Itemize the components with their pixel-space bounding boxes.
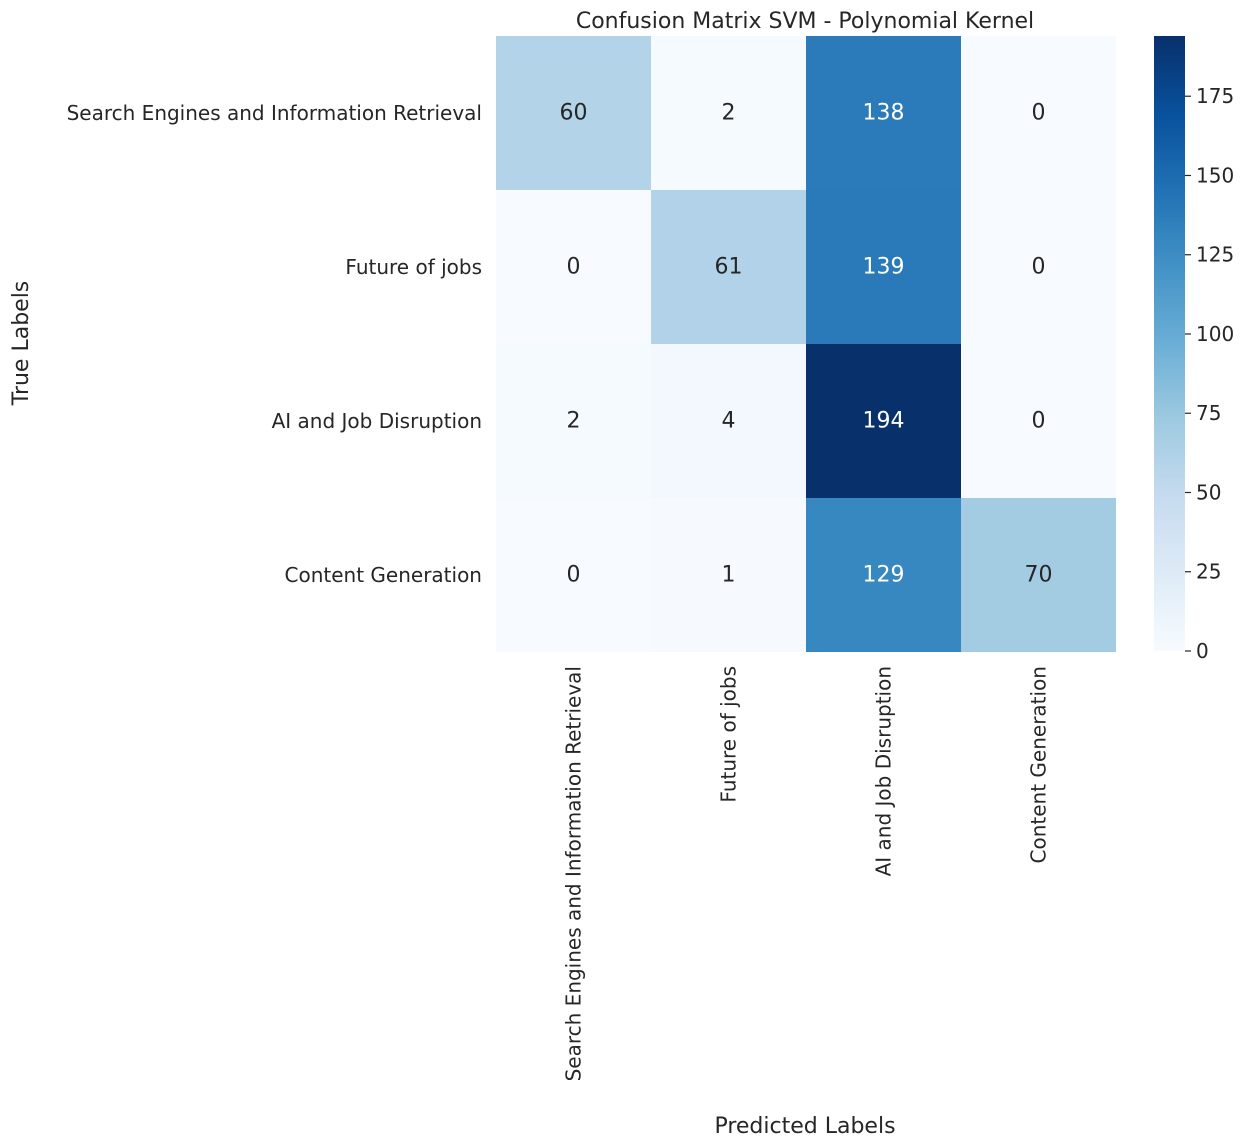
x-tick-label-1: Future of jobs bbox=[717, 666, 741, 803]
colorbar-tick-label-6: 150 bbox=[1196, 163, 1234, 187]
heatmap-cell-r2-c0 bbox=[496, 344, 651, 498]
cell-value-r3-c3: 70 bbox=[1025, 563, 1053, 588]
x-tick-label-2: AI and Job Disruption bbox=[872, 666, 896, 876]
cell-value-r3-c2: 129 bbox=[863, 563, 905, 588]
y-tick-label-0: Search Engines and Information Retrieval bbox=[67, 101, 482, 125]
heatmap-cell-r2-c2 bbox=[806, 344, 961, 498]
colorbar-tick-label-3: 75 bbox=[1196, 401, 1221, 425]
x-tick-labels: Search Engines and Information Retrieval… bbox=[562, 666, 1051, 1081]
x-tick-label-3: Content Generation bbox=[1027, 666, 1051, 863]
colorbar-tick-label-0: 0 bbox=[1196, 639, 1209, 663]
heatmap-cell-r0-c1 bbox=[651, 36, 806, 190]
x-tick-label-0: Search Engines and Information Retrieval bbox=[562, 666, 586, 1081]
cell-value-r0-c0: 60 bbox=[560, 101, 588, 126]
cell-value-r0-c1: 2 bbox=[722, 101, 736, 126]
heatmap-cell-r1-c0 bbox=[496, 190, 651, 344]
cell-value-r2-c2: 194 bbox=[863, 409, 905, 434]
heatmap-cell-r0-c3 bbox=[961, 36, 1116, 190]
heatmap-cell-r1-c2 bbox=[806, 190, 961, 344]
cell-value-r2-c3: 0 bbox=[1032, 409, 1046, 434]
colorbar-tick-label-1: 25 bbox=[1196, 560, 1221, 584]
chart-title: Confusion Matrix SVM - Polynomial Kernel bbox=[576, 9, 1034, 34]
heatmap-cell-labels: 60 2 138 0 0 61 139 0 2 4 194 0 0 1 129 70 bbox=[560, 101, 1053, 588]
cell-value-r3-c0: 0 bbox=[567, 563, 581, 588]
colorbar-tick-label-4: 100 bbox=[1196, 322, 1234, 346]
heatmap-cell-r2-c1 bbox=[651, 344, 806, 498]
heatmap-cell-r2-c3 bbox=[961, 344, 1116, 498]
y-tick-label-3: Content Generation bbox=[285, 563, 482, 587]
colorbar-ticks: 0 25 50 75 100 125 150 175 bbox=[1185, 84, 1234, 663]
heatmap-cell-r3-c1 bbox=[651, 498, 806, 652]
cell-value-r1-c2: 139 bbox=[863, 255, 905, 280]
y-axis-label: True Labels bbox=[9, 281, 34, 407]
cell-value-r1-c0: 0 bbox=[567, 255, 581, 280]
cell-value-r3-c1: 1 bbox=[722, 563, 736, 588]
cell-value-r0-c3: 0 bbox=[1032, 101, 1046, 126]
y-tick-label-1: Future of jobs bbox=[345, 255, 482, 279]
colorbar bbox=[1154, 36, 1185, 651]
heatmap-cell-r0-c2 bbox=[806, 36, 961, 190]
heatmap-cell-r3-c3 bbox=[961, 498, 1116, 652]
heatmap-cell-r0-c0 bbox=[496, 36, 651, 190]
heatmap-cell-r3-c2 bbox=[806, 498, 961, 652]
cell-value-r2-c0: 2 bbox=[567, 409, 581, 434]
heatmap-cell-r3-c0 bbox=[496, 498, 651, 652]
cell-value-r1-c3: 0 bbox=[1032, 255, 1046, 280]
cell-value-r1-c1: 61 bbox=[715, 255, 743, 280]
heatmap-cell-r1-c3 bbox=[961, 190, 1116, 344]
heatmap-cell-r1-c1 bbox=[651, 190, 806, 344]
x-axis-label: Predicted Labels bbox=[714, 1114, 895, 1139]
cell-value-r2-c1: 4 bbox=[722, 409, 736, 434]
y-tick-label-2: AI and Job Disruption bbox=[272, 409, 482, 433]
heatmap-cells bbox=[496, 36, 1116, 652]
colorbar-tick-label-2: 50 bbox=[1196, 480, 1221, 504]
cell-value-r0-c2: 138 bbox=[863, 101, 905, 126]
y-tick-labels: Search Engines and Information Retrieval… bbox=[67, 101, 482, 587]
colorbar-tick-label-7: 175 bbox=[1196, 84, 1234, 108]
colorbar-tick-label-5: 125 bbox=[1196, 243, 1234, 267]
